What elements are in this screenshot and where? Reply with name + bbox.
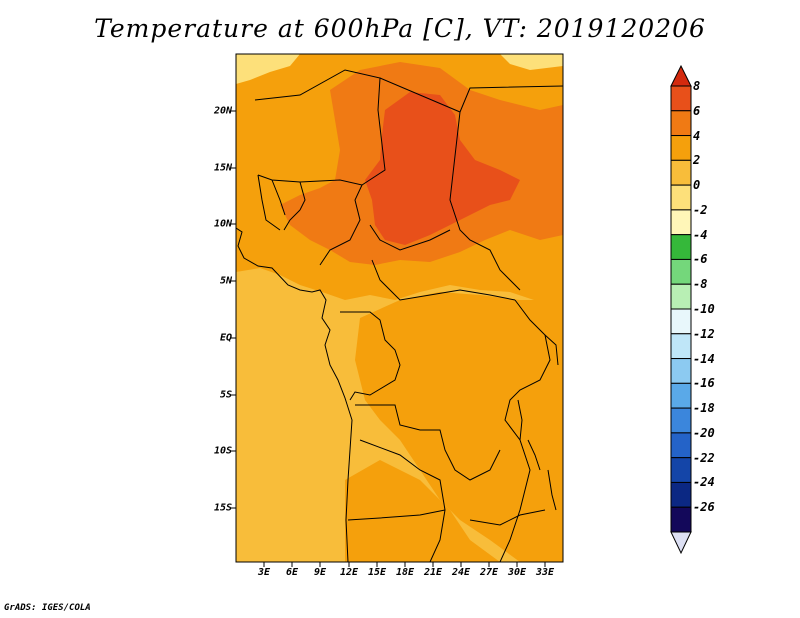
boundaries <box>236 69 563 562</box>
colorbar-cell <box>670 432 692 459</box>
border-lakes <box>517 334 559 511</box>
border-sudan-east <box>459 85 563 113</box>
field-6-8 <box>365 92 520 245</box>
colorbar-top-arrow <box>670 64 692 87</box>
lon-label: 30E <box>507 567 527 578</box>
colorbar-cell <box>670 358 692 384</box>
colorbar-label: -18 <box>693 401 715 416</box>
colorbar-cell <box>670 457 692 483</box>
lat-ticks <box>231 110 236 509</box>
lon-label: 33E <box>535 567 555 578</box>
lon-label: 9E <box>313 567 327 578</box>
colorbar <box>670 64 692 555</box>
lon-label: 18E <box>395 567 415 578</box>
colorbar-cell <box>670 283 692 310</box>
field-minus2-0-ne <box>500 54 563 70</box>
colorbar-cell <box>670 333 692 360</box>
lon-ticks <box>263 562 546 567</box>
colorbar-cell <box>670 382 692 409</box>
lat-label: 10S <box>213 445 232 457</box>
colorbar-label: -12 <box>693 326 715 341</box>
map-frame <box>235 53 564 563</box>
border-sahara <box>254 69 386 186</box>
lon-label: 3E <box>257 567 271 578</box>
lat-label: 15N <box>213 162 232 174</box>
temperature-field <box>236 54 563 562</box>
lat-label: 10N <box>213 218 232 230</box>
lat-label: 5N <box>219 275 232 287</box>
border-chad-car <box>369 224 451 251</box>
field-minus2-0 <box>236 54 300 84</box>
colorbar-label: -6 <box>693 252 708 267</box>
colorbar-cell <box>670 481 692 508</box>
field-2-4-east <box>355 292 563 562</box>
border-congo <box>340 311 401 401</box>
lat-label: 15S <box>213 502 232 514</box>
colorbar-label: -16 <box>693 376 715 391</box>
colorbar-cell <box>670 258 692 285</box>
border-car-drc <box>371 259 516 301</box>
lon-label: 24E <box>451 567 471 578</box>
lat-label: EQ <box>219 332 232 344</box>
colorbar-cell <box>670 209 692 236</box>
colorbar-label: 8 <box>693 79 701 93</box>
colorbar-label: -20 <box>693 425 715 440</box>
colorbar-cell <box>670 234 692 260</box>
colorbar-label: 2 <box>693 153 701 168</box>
coastline <box>236 227 353 562</box>
lon-label: 6E <box>285 567 299 578</box>
border-chad-sudan <box>379 77 521 291</box>
border-angola-zambia <box>359 439 446 562</box>
colorbar-cell <box>670 85 692 112</box>
border-westafrica <box>257 174 306 231</box>
colorbar-cell <box>670 308 692 335</box>
colorbar-label: 6 <box>693 103 701 118</box>
colorbar-label: 4 <box>693 128 701 143</box>
colorbar-label: -22 <box>693 450 715 465</box>
chart-title: Temperature at 600hPa [C], VT: 201912020… <box>94 14 706 43</box>
colorbar-cell <box>670 159 692 186</box>
colorbar-cells <box>670 85 692 533</box>
lon-label: 15E <box>367 567 387 578</box>
lon-label: 21E <box>423 567 443 578</box>
colorbar-label: -26 <box>693 500 715 515</box>
lat-label: 5S <box>219 389 232 401</box>
field-2-4-south <box>345 460 500 562</box>
colorbar-cell <box>670 184 692 211</box>
colorbar-label: -24 <box>693 475 715 490</box>
colorbar-cell <box>670 407 692 434</box>
lat-label: 20N <box>213 105 232 117</box>
colorbar-label: -4 <box>693 227 708 242</box>
lon-label: 27E <box>479 567 499 578</box>
border-south <box>347 509 546 526</box>
grads-credit: GrADS: IGES/COLA <box>4 603 91 613</box>
colorbar-cell <box>670 506 692 533</box>
colorbar-label: -8 <box>693 277 708 292</box>
border-drc-angola <box>355 404 501 481</box>
colorbar-label: 0 <box>693 178 701 193</box>
colorbar-label: -2 <box>693 202 708 217</box>
colorbar-label: -10 <box>693 302 715 316</box>
colorbar-bottom-arrow <box>670 531 692 555</box>
colorbar-cell <box>670 135 692 161</box>
border-cameroon <box>319 184 363 266</box>
colorbar-label: -14 <box>693 351 715 366</box>
lon-label: 12E <box>339 567 359 578</box>
colorbar-cell <box>670 110 692 137</box>
